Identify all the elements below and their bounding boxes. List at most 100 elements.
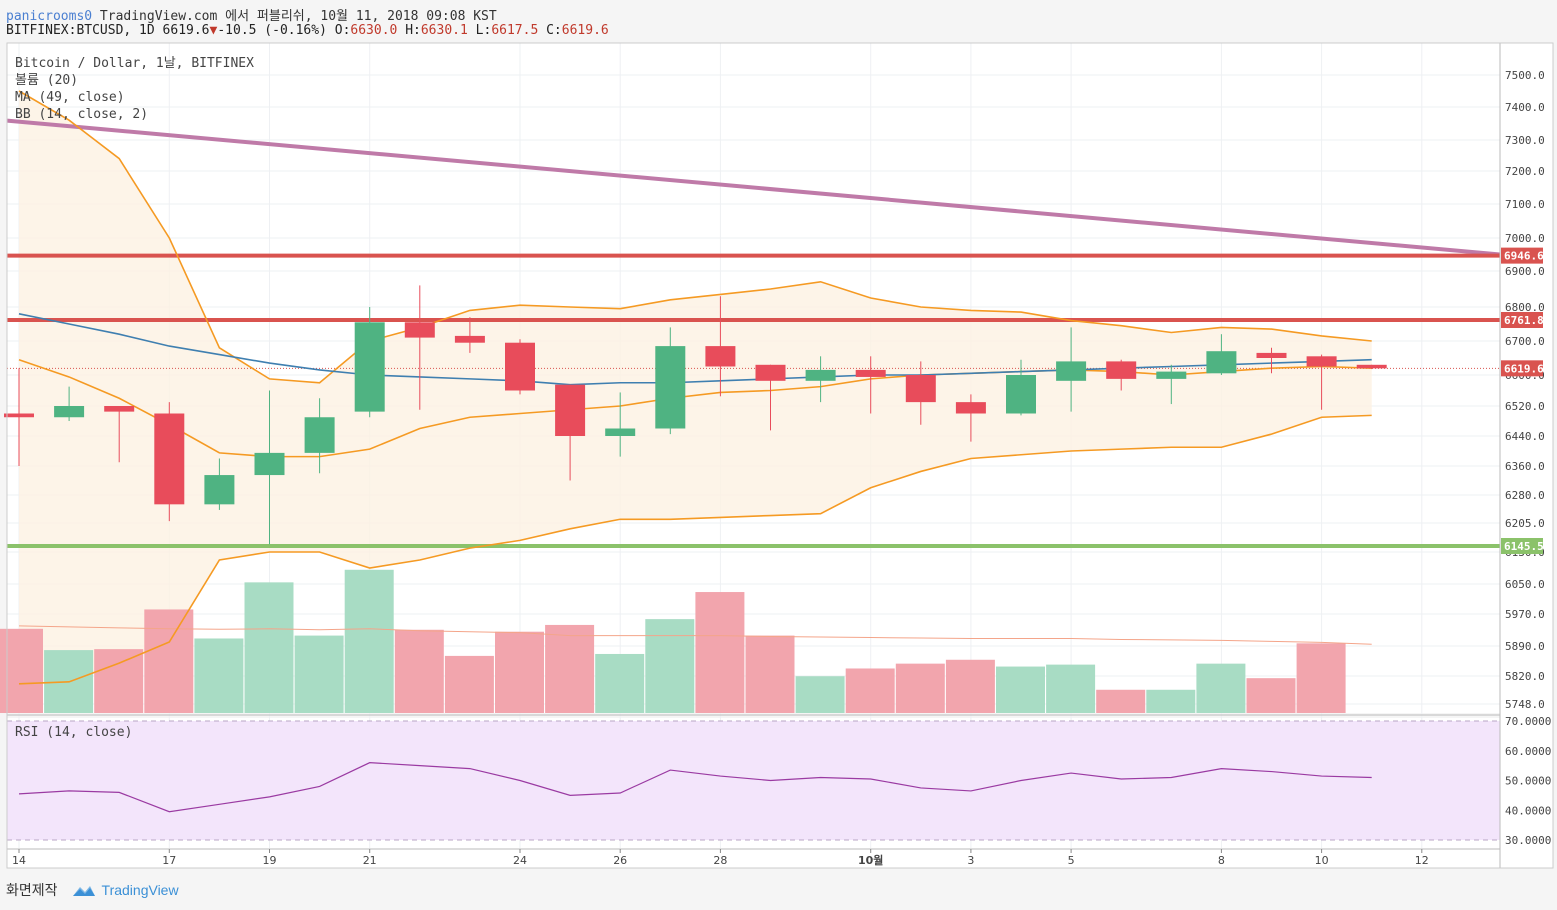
volume-bar [745,635,795,713]
volume-bar [1096,689,1146,713]
price-tag [1501,311,1543,328]
volume-bar [1146,689,1196,713]
bb-upper-line [18,90,1372,384]
volume-bar [1246,678,1296,713]
candle-body [304,417,335,453]
chart-border [6,42,1554,869]
price-tick-label: 5970.0 [1505,608,1545,621]
change-value: -10.5 (-0.16%) [217,23,327,38]
publisher-name[interactable]: panicrooms0 [6,9,93,24]
legend-title[interactable]: Bitcoin / Dollar, 1날, BITFINEX [15,56,254,71]
candle-body [154,413,185,505]
time-tick-label: 19 [263,854,277,867]
publish-info: panicrooms0 TradingView.com 에서 퍼블리쉬, 10월… [6,5,497,24]
rsi-tick-label: 60.0000 [1505,745,1551,758]
high-value: 6630.1 [420,23,468,38]
price-tick-label: 6050.0 [1505,578,1545,591]
candle-body [1056,361,1087,381]
publish-text: TradingView.com 에서 퍼블리쉬, 10월 11, 2018 09… [99,9,497,24]
time-tick-label: 10 [1315,854,1329,867]
candle-body [755,364,786,381]
candle-body [1156,371,1187,379]
price-tick-label: 5890.0 [1505,640,1545,653]
rsi-tick-label: 30.0000 [1505,834,1551,847]
time-tick-label: 26 [613,854,627,867]
bb-band-fill [19,91,1372,684]
time-tick-label: 28 [713,854,727,867]
rsi-legend[interactable]: RSI (14, close) [15,725,133,740]
candle-body [1006,375,1036,414]
candle-body [254,452,285,476]
bb-basis-line [18,358,1372,458]
price-tag-label: 6946.6 [1504,250,1544,263]
volume-bar [0,628,43,713]
low-label: L: [475,23,492,38]
price-tick-label: 5820.0 [1505,670,1545,683]
snapshot-label: 화면제작 [6,883,58,899]
legend-ma[interactable]: MA (49, close) [15,90,125,105]
candle-body [54,406,85,418]
ma-line [18,313,1372,386]
bb-lower-line [18,414,1372,685]
high-label: H: [405,23,421,38]
price-tick-label: 7300.0 [1505,134,1545,147]
price-tag-label: 6619.6 [1504,362,1544,375]
time-tick-label: 10월 [858,853,883,867]
price-tag [1501,538,1543,555]
volume-bar [895,663,945,713]
open-value: 6630.0 [350,23,398,38]
rsi-tick-label: 40.0000 [1505,804,1551,817]
candle-body [555,384,586,436]
volume-bar [945,659,995,713]
tradingview-logo-icon [72,886,95,896]
candle-body [104,406,135,412]
rsi-line [18,762,1372,813]
ohlc-line: BITFINEX:BTCUSD, 1D 6619.6▼-10.5 (-0.16%… [6,23,609,38]
volume-bar [94,649,144,713]
volume-bar [194,638,244,713]
time-tick-label: 21 [363,854,377,867]
volume-bar [845,668,895,713]
candle-body [955,402,986,414]
candle-body [655,346,686,429]
volume-bar [1296,643,1346,713]
candle-body [354,322,385,412]
volume-bar [244,582,294,713]
time-tick-label: 17 [162,854,176,867]
close-label: C: [546,23,562,38]
time-tick-label: 8 [1218,854,1225,867]
price-axis-bg [1500,43,1553,868]
candle-body [204,475,235,505]
chart-header: panicrooms0 TradingView.com 에서 퍼블리쉬, 10월… [0,0,1557,42]
volume-bar [394,629,444,713]
time-tick-label: 3 [967,854,974,867]
tradingview-brand[interactable]: TradingView [72,882,179,898]
volume-bar [595,653,645,713]
footer: 화면제작 TradingView [6,880,179,900]
price-tick-label: 6520.0 [1505,400,1545,413]
volume-bar [645,619,695,713]
candle-body [705,346,736,367]
time-tick-label: 24 [513,854,527,867]
price-tag-label: 6145.5 [1504,540,1544,553]
symbol-label: BITFINEX:BTCUSD, 1D [6,23,155,38]
price-tick-label: 6280.0 [1505,489,1545,502]
rsi-band [7,721,1500,840]
legend-volume[interactable]: 볼륨 (20) [15,73,79,88]
candle-body [505,342,535,391]
price-tick-label: 7100.0 [1505,198,1545,211]
time-tick-label: 12 [1415,854,1429,867]
time-axis-bg [7,848,1500,868]
candle-body [404,322,435,338]
rsi-tick-label: 50.0000 [1505,775,1551,788]
price-tick-label: 6440.0 [1505,430,1545,443]
price-tick-label: 6900.0 [1505,265,1545,278]
volume-bar [795,676,845,713]
legend-bb[interactable]: BB (14, close, 2) [15,107,149,122]
price-tick-label: 6360.0 [1505,460,1545,473]
candle-body [605,428,636,436]
price-tag [1501,360,1543,377]
candle-body [1206,351,1237,374]
volume-bar [294,635,344,713]
